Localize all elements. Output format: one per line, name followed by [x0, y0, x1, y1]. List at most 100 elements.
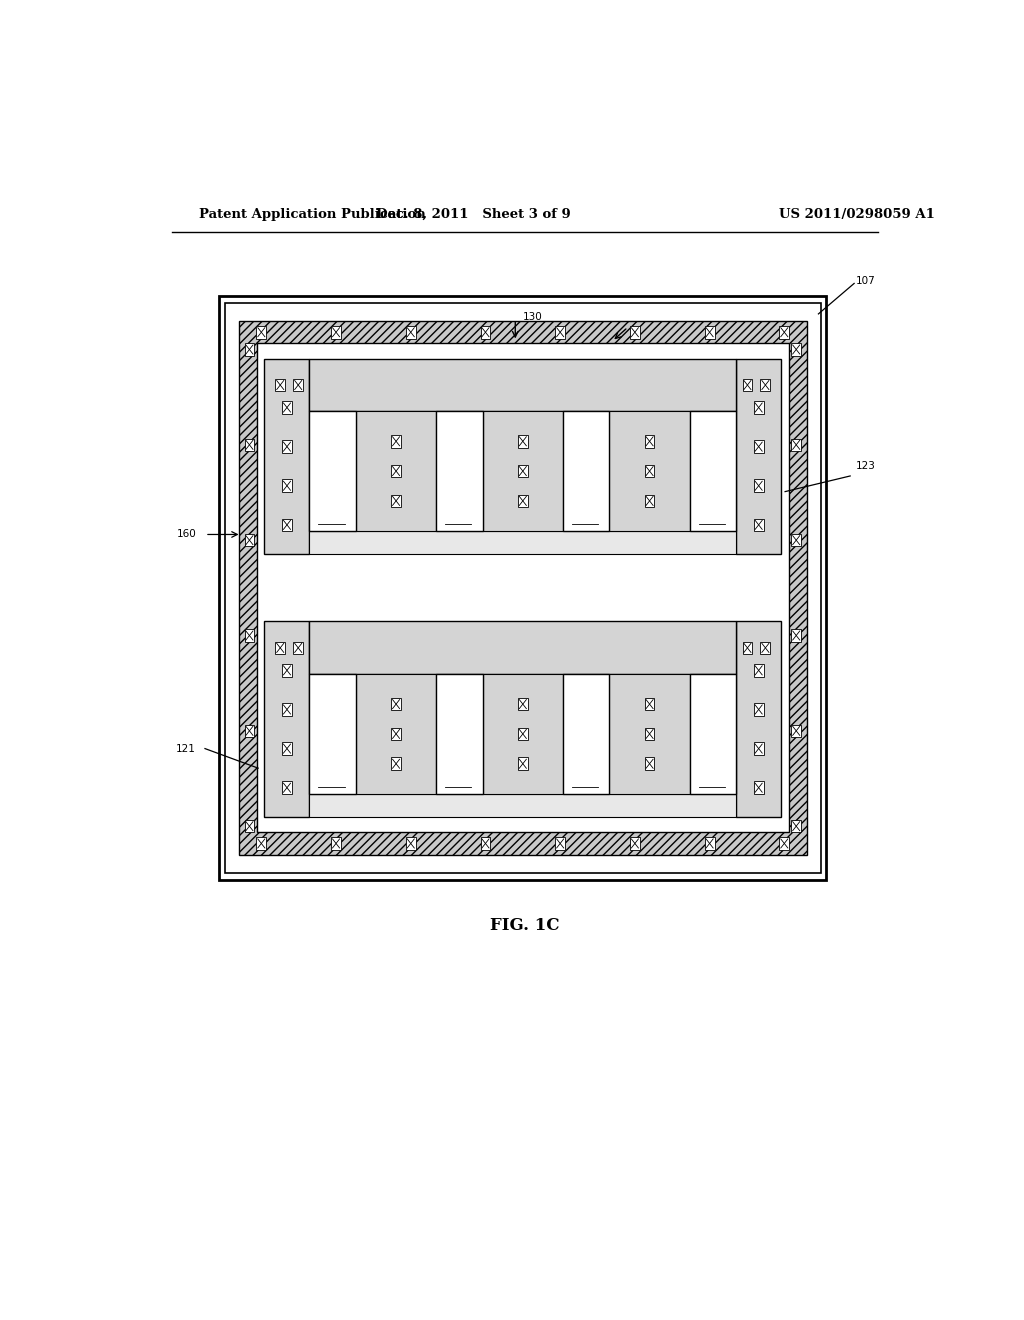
- Bar: [645, 465, 654, 478]
- Bar: [356, 412, 436, 531]
- Bar: [792, 438, 801, 451]
- Bar: [792, 533, 801, 546]
- Text: 110c: 110c: [575, 513, 597, 523]
- Text: Patent Application Publication: Patent Application Publication: [200, 207, 426, 220]
- Bar: [518, 698, 527, 710]
- Bar: [264, 359, 309, 554]
- Text: 150e: 150e: [712, 387, 734, 396]
- Bar: [630, 326, 640, 338]
- Bar: [219, 296, 826, 880]
- Text: 155d: 155d: [639, 640, 660, 649]
- Bar: [309, 359, 736, 412]
- Bar: [630, 837, 640, 850]
- Text: 145: 145: [514, 515, 531, 524]
- Bar: [645, 727, 654, 741]
- Bar: [256, 326, 266, 338]
- Bar: [754, 704, 764, 715]
- Bar: [761, 379, 770, 391]
- Text: 150a: 150a: [312, 387, 334, 396]
- Bar: [257, 343, 790, 833]
- Bar: [645, 758, 654, 770]
- Bar: [331, 837, 341, 850]
- Bar: [754, 479, 764, 492]
- Bar: [754, 742, 764, 755]
- Text: 140: 140: [267, 378, 284, 387]
- Text: 155e: 155e: [712, 640, 734, 649]
- Bar: [792, 630, 801, 642]
- Bar: [482, 412, 563, 531]
- Bar: [245, 725, 254, 737]
- Bar: [645, 698, 654, 710]
- Text: 155b: 155b: [385, 640, 408, 649]
- Text: 110d: 110d: [701, 513, 724, 523]
- Text: 147b: 147b: [711, 762, 733, 771]
- Bar: [391, 698, 401, 710]
- Bar: [331, 326, 341, 338]
- Bar: [309, 793, 736, 817]
- Bar: [518, 465, 527, 478]
- Text: 140: 140: [244, 378, 260, 387]
- Bar: [480, 837, 490, 850]
- Text: 137b: 137b: [711, 512, 733, 521]
- Bar: [309, 531, 736, 554]
- Bar: [275, 642, 285, 655]
- Bar: [309, 675, 356, 793]
- Bar: [391, 495, 401, 507]
- Bar: [406, 837, 416, 850]
- Text: 111: 111: [278, 341, 295, 350]
- Text: FIG. 1C: FIG. 1C: [490, 917, 559, 935]
- Text: 160: 160: [177, 529, 197, 540]
- Bar: [282, 441, 292, 453]
- Bar: [240, 321, 807, 854]
- Bar: [754, 441, 764, 453]
- Text: 150b: 150b: [385, 378, 408, 387]
- Bar: [391, 727, 401, 741]
- Text: 115: 115: [514, 826, 531, 836]
- Bar: [245, 343, 254, 356]
- Bar: [282, 781, 292, 795]
- Bar: [282, 742, 292, 755]
- Bar: [309, 412, 356, 531]
- Text: 137a: 137a: [312, 512, 335, 521]
- Text: 155a: 155a: [312, 640, 334, 649]
- Bar: [736, 359, 781, 554]
- Bar: [742, 379, 753, 391]
- Bar: [482, 675, 563, 793]
- Text: 135: 135: [634, 321, 654, 331]
- Bar: [293, 642, 303, 655]
- Text: 150c: 150c: [512, 378, 534, 387]
- Bar: [282, 519, 292, 531]
- Bar: [609, 412, 690, 531]
- Bar: [406, 326, 416, 338]
- Bar: [245, 630, 254, 642]
- Text: 113: 113: [728, 341, 745, 350]
- Bar: [645, 436, 654, 447]
- Bar: [742, 642, 753, 655]
- Text: 155c: 155c: [512, 640, 534, 649]
- Text: 140b: 140b: [712, 368, 734, 378]
- Bar: [563, 412, 609, 531]
- Bar: [518, 727, 527, 741]
- Text: 147: 147: [514, 777, 531, 787]
- Bar: [792, 343, 801, 356]
- Bar: [245, 438, 254, 451]
- Bar: [282, 704, 292, 715]
- Bar: [518, 436, 527, 447]
- Text: 107: 107: [856, 276, 876, 286]
- Text: 110: 110: [488, 341, 506, 350]
- Text: 145a: 145a: [312, 491, 335, 500]
- Text: 130: 130: [522, 312, 542, 322]
- Bar: [563, 675, 609, 793]
- Bar: [792, 820, 801, 833]
- Bar: [356, 675, 436, 793]
- Text: 150d: 150d: [639, 378, 660, 387]
- Text: 110a: 110a: [322, 513, 344, 523]
- Bar: [754, 401, 764, 414]
- Bar: [754, 519, 764, 531]
- Bar: [436, 675, 482, 793]
- Bar: [256, 837, 266, 850]
- Text: 147a: 147a: [312, 762, 335, 771]
- Bar: [705, 326, 715, 338]
- Bar: [282, 401, 292, 414]
- Text: US 2011/0298059 A1: US 2011/0298059 A1: [778, 207, 935, 220]
